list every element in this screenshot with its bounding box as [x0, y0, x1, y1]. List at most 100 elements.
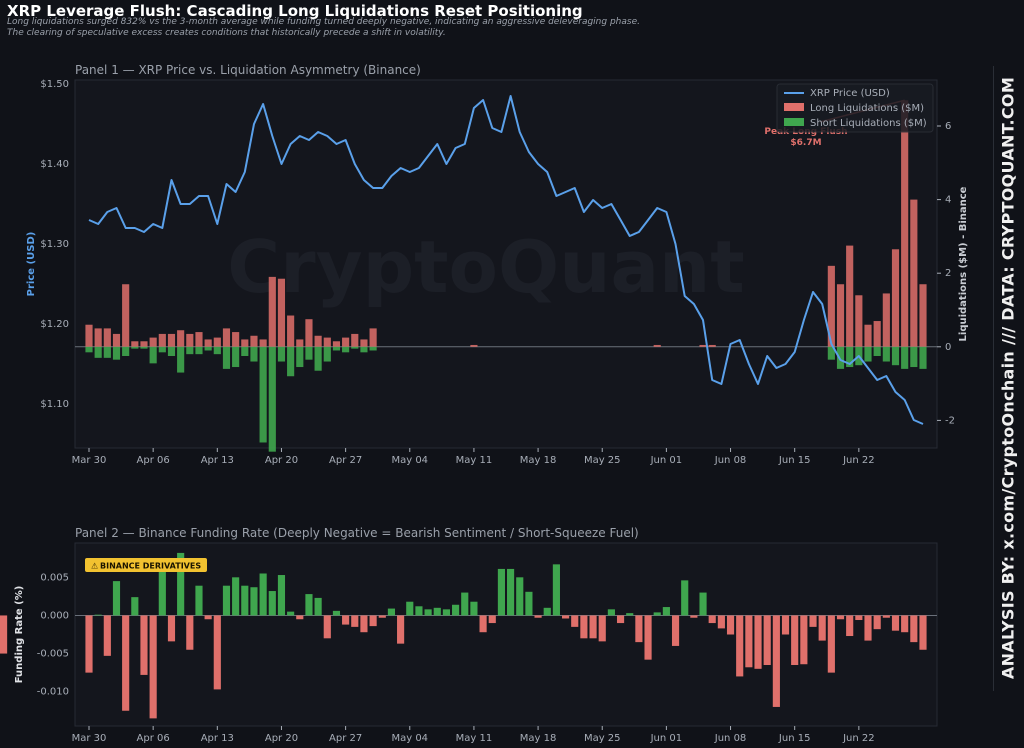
funding-bar	[901, 615, 909, 633]
funding-bar	[314, 597, 322, 616]
x-tick-label: Apr 20	[265, 455, 298, 466]
short-liquidation-bar	[232, 346, 240, 368]
y-tick-label: $1.10	[40, 399, 69, 410]
funding-bar	[305, 594, 313, 616]
funding-bar	[296, 615, 304, 620]
funding-bar	[232, 577, 240, 616]
funding-bar	[644, 615, 652, 660]
x-tick-label: Apr 20	[265, 733, 298, 744]
price-line	[88, 95, 924, 425]
y2-tick-label: 2	[945, 268, 951, 279]
y-tick-label: $1.30	[40, 239, 69, 250]
short-liquidation-bar	[360, 346, 368, 353]
long-liquidation-bar	[287, 315, 295, 347]
long-liquidation-bar	[131, 341, 139, 347]
funding-bar	[653, 612, 661, 616]
long-liquidation-bar	[873, 321, 881, 347]
y-tick-label: $1.50	[40, 79, 69, 90]
short-liquidation-bar	[305, 346, 313, 360]
short-liquidation-bar	[864, 346, 872, 362]
funding-bar	[406, 601, 414, 616]
funding-bar	[461, 592, 469, 616]
short-liquidation-bar	[351, 346, 359, 349]
funding-bar	[516, 577, 524, 616]
funding-bar	[827, 615, 835, 673]
funding-bar	[534, 615, 542, 618]
long-liquidation-bar	[195, 332, 203, 347]
funding-bar	[85, 615, 93, 673]
y2-tick-label: 6	[945, 121, 951, 132]
short-liquidation-bar	[94, 346, 102, 358]
long-liquidation-bar	[855, 295, 863, 347]
funding-bar	[287, 611, 295, 616]
funding-bar	[736, 615, 744, 677]
funding-bar	[690, 615, 698, 618]
funding-bar	[415, 606, 423, 616]
funding-bar	[277, 575, 286, 616]
funding-bar	[763, 615, 771, 665]
funding-bar	[809, 615, 817, 627]
long-liquidation-bar	[891, 249, 900, 347]
y2-tick-label: 4	[945, 195, 951, 206]
funding-bar	[561, 615, 570, 619]
funding-bar	[332, 610, 341, 616]
short-liquidation-bar	[846, 346, 854, 368]
x-tick-label: May 04	[391, 733, 428, 744]
short-liquidation-bar	[158, 346, 166, 353]
funding-bar	[598, 615, 606, 642]
legend-box	[776, 83, 934, 133]
funding-bar	[259, 573, 267, 616]
long-liquidation-bar	[112, 333, 121, 347]
funding-bar	[323, 615, 331, 639]
funding-bar	[671, 615, 680, 646]
funding-bar	[754, 615, 762, 669]
short-liquidation-bar	[287, 346, 295, 377]
x-tick-label: Apr 06	[137, 733, 170, 744]
short-liquidation-bar	[891, 346, 900, 366]
funding-bar	[891, 615, 900, 631]
funding-bar	[342, 615, 350, 625]
funding-bar	[580, 615, 588, 639]
funding-bar	[140, 615, 148, 675]
funding-bar	[552, 564, 560, 616]
x-tick-label: Mar 30	[72, 455, 107, 466]
funding-bar	[131, 597, 139, 616]
funding-bar	[497, 568, 505, 616]
y-tick-label: 0.005	[40, 572, 69, 583]
long-liquidation-bar	[103, 328, 111, 347]
long-liquidation-bar	[167, 333, 176, 347]
long-liquidation-bar	[277, 278, 286, 347]
x-tick-label: Apr 27	[329, 733, 362, 744]
y2-axis-label: Liquidations ($M) - Binance	[958, 186, 969, 341]
chart-subtitle-1: Long liquidations surged 832% vs the 3-m…	[7, 17, 640, 27]
funding-bar	[772, 615, 780, 707]
funding-bar	[919, 615, 927, 650]
long-liquidation-bar	[653, 344, 661, 347]
y2-tick-label: -2	[945, 415, 955, 426]
x-tick-label: May 18	[520, 733, 557, 744]
long-liquidation-bar	[351, 333, 359, 347]
funding-bar	[424, 609, 432, 616]
x-tick-label: May 25	[584, 455, 621, 466]
x-tick-label: Jun 01	[650, 455, 683, 466]
short-liquidation-bar	[882, 346, 890, 362]
long-liquidation-bar	[369, 328, 377, 347]
x-tick-label: May 11	[456, 733, 493, 744]
y-tick-label: 0.000	[40, 610, 69, 621]
long-liquidation-bar	[140, 341, 148, 347]
funding-bar	[195, 585, 203, 616]
funding-bar	[800, 615, 808, 665]
x-tick-label: Apr 13	[201, 455, 234, 466]
panel1-plot-area	[74, 79, 938, 449]
x-tick-label: May 04	[391, 455, 428, 466]
long-liquidation-bar	[296, 339, 304, 347]
long-liquidation-bar	[186, 333, 194, 347]
long-liquidation-bar	[122, 284, 130, 347]
funding-bar	[360, 615, 368, 633]
funding-bar	[433, 607, 441, 616]
long-liquidation-bar	[901, 100, 909, 347]
funding-bar	[369, 615, 377, 627]
x-tick-label: Apr 13	[201, 733, 234, 744]
x-tick-label: Jun 22	[842, 733, 875, 744]
funding-bar	[488, 615, 496, 624]
